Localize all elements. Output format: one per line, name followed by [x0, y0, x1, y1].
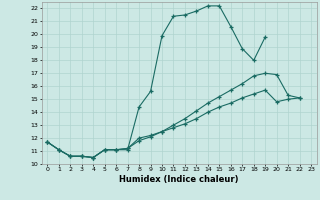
X-axis label: Humidex (Indice chaleur): Humidex (Indice chaleur): [119, 175, 239, 184]
